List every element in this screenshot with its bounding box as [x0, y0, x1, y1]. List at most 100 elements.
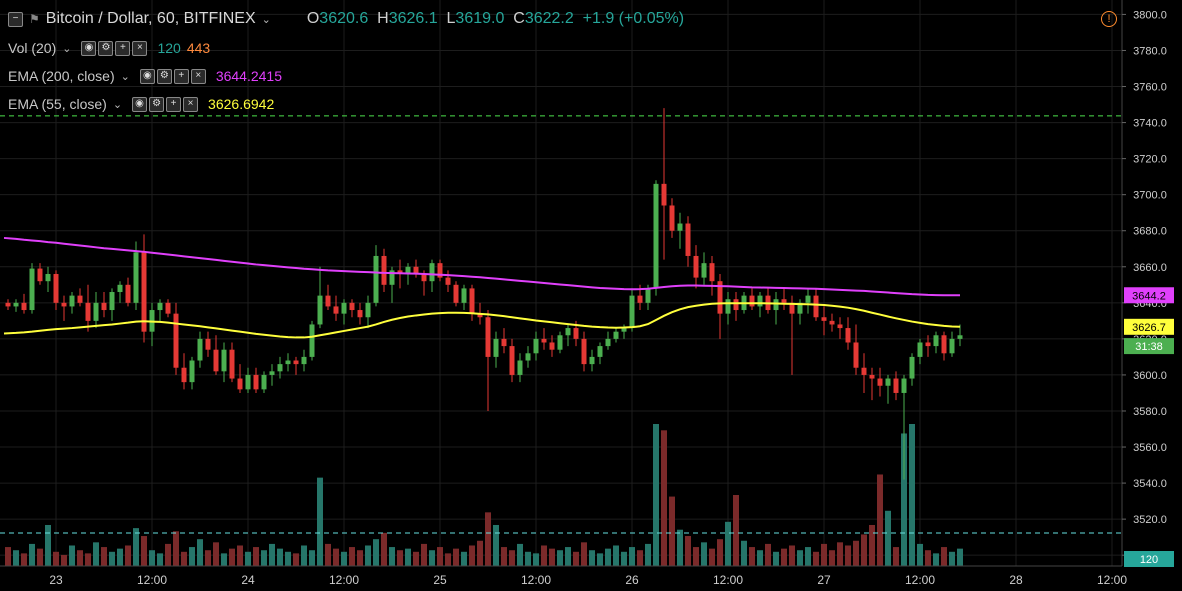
candle-body [941, 335, 947, 354]
candle-body [725, 299, 731, 314]
candle-body [365, 302, 371, 318]
price-tick-label: 3720.0 [1133, 154, 1167, 166]
candle-body [77, 295, 83, 303]
volume-bar [45, 524, 51, 566]
close-icon[interactable]: × [132, 40, 148, 56]
candle-body [213, 349, 219, 372]
volume-bar [469, 545, 475, 566]
candle-body [829, 320, 835, 325]
candle-body [701, 263, 707, 278]
price-tick-label: 3760.0 [1133, 82, 1167, 94]
volume-bar [877, 474, 883, 566]
chevron-down-icon[interactable]: ⌄ [120, 70, 130, 83]
indicator-buttons: ◉ ⚙ + × [139, 68, 206, 84]
volume-bar [445, 553, 451, 566]
candle-body [509, 346, 515, 375]
warning-icon[interactable]: ! [1101, 11, 1117, 27]
candle-body [581, 338, 587, 365]
time-tick-label: 12:00 [905, 573, 935, 587]
time-axis: 23 12:00 24 12:00 25 12:00 26 12:00 27 12:00 28 12:… [0, 565, 1182, 591]
candle-body [69, 295, 75, 307]
gear-icon[interactable]: ⚙ [149, 96, 165, 112]
chevron-down-icon[interactable]: ⌄ [112, 98, 123, 111]
symbol-header: − ⚑ Bitcoin / Dollar, 60, BITFINEX ⌄ O36… [8, 10, 684, 28]
candle-body [93, 302, 99, 321]
candle-body [717, 281, 723, 314]
gear-icon[interactable]: ⚙ [156, 68, 172, 84]
axis-badge-label: 3626.7 [1132, 322, 1166, 334]
time-tick-label: 12:00 [1097, 573, 1127, 587]
symbol-title[interactable]: Bitcoin / Dollar, 60, BITFINEX [45, 10, 256, 27]
price-tick-label: 3800.0 [1133, 9, 1167, 21]
ema-55-line [3, 302, 961, 339]
eye-icon[interactable]: ◉ [139, 68, 155, 84]
candle-body [333, 306, 339, 314]
time-tick-label: 25 [433, 573, 447, 587]
volume-bar [661, 430, 667, 566]
indicator-label[interactable]: EMA (55, close) [8, 96, 107, 112]
axis-badge [1124, 338, 1174, 355]
plus-icon[interactable]: + [173, 68, 189, 84]
price-tick-label: 3740.0 [1133, 118, 1167, 130]
close-icon[interactable]: × [190, 68, 206, 84]
candle-body [301, 356, 307, 365]
candle-body [197, 338, 203, 361]
candle-body [117, 284, 123, 293]
indicator-label[interactable]: Vol (20) [8, 40, 57, 56]
price-tick-label: 3680.0 [1133, 226, 1167, 238]
chevron-down-icon[interactable]: ⌄ [261, 13, 271, 26]
candle-body [157, 302, 163, 311]
volume-bar [517, 543, 523, 566]
volume-bar [413, 551, 419, 566]
candle-body [477, 313, 483, 318]
candle-body [637, 295, 643, 303]
candle-body [789, 302, 795, 314]
volume-bar [765, 543, 771, 566]
volume-bar [365, 545, 371, 566]
eye-icon[interactable]: ◉ [81, 40, 97, 56]
candle-body [205, 338, 211, 350]
volume-bar [821, 543, 827, 566]
volume-bar [613, 545, 619, 566]
volume-bar [757, 550, 763, 566]
volume-bar [653, 424, 659, 566]
candle-body [445, 277, 451, 285]
candle-body [677, 223, 683, 231]
volume-bar [677, 529, 683, 566]
volume-bar [925, 550, 931, 566]
price-tick-label: 3700.0 [1133, 190, 1167, 202]
time-tick-label: 26 [625, 573, 639, 587]
volume-bar [829, 550, 835, 566]
volume-bar [325, 543, 331, 566]
candle-body [317, 295, 323, 325]
ema-200-line [3, 236, 960, 297]
volume-bar [741, 540, 747, 566]
volume-bar [685, 536, 691, 566]
candle-body [661, 183, 667, 206]
indicator-label[interactable]: EMA (200, close) [8, 68, 115, 84]
candle-body [373, 255, 379, 303]
plus-icon[interactable]: + [166, 96, 182, 112]
minus-square-icon[interactable]: − [8, 11, 23, 27]
volume-bar [421, 543, 427, 566]
candle-body [29, 268, 35, 311]
chevron-down-icon[interactable]: ⌄ [62, 42, 72, 55]
volume-bar [949, 551, 955, 566]
close-icon[interactable]: × [183, 96, 199, 112]
plus-icon[interactable]: + [115, 40, 131, 56]
candle-body [557, 335, 563, 350]
volume-bar [117, 548, 123, 566]
gear-icon[interactable]: ⚙ [98, 40, 114, 56]
volume-bar [797, 550, 803, 566]
axis-badge-label: 31:38 [1135, 341, 1163, 353]
axis-badge-label: 120 [1140, 554, 1158, 566]
candle-body [285, 360, 291, 365]
candle-body [757, 295, 763, 307]
volume-bar [565, 547, 571, 566]
volume-value: 120 [157, 40, 181, 56]
volume-bar [277, 548, 283, 566]
eye-icon[interactable]: ◉ [132, 96, 148, 112]
volume-bar [597, 553, 603, 566]
candle-body [21, 302, 27, 311]
